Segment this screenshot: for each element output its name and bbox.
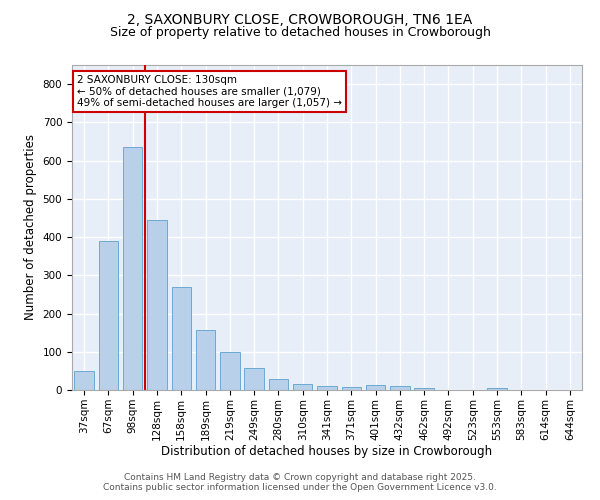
Bar bbox=[415, 388, 434, 390]
Bar bbox=[269, 378, 288, 390]
Bar bbox=[487, 388, 507, 390]
Bar bbox=[74, 371, 94, 390]
Bar bbox=[147, 220, 167, 390]
Bar bbox=[172, 287, 191, 390]
Text: 2 SAXONBURY CLOSE: 130sqm
← 50% of detached houses are smaller (1,079)
49% of se: 2 SAXONBURY CLOSE: 130sqm ← 50% of detac… bbox=[77, 74, 342, 108]
Y-axis label: Number of detached properties: Number of detached properties bbox=[24, 134, 37, 320]
Bar bbox=[293, 384, 313, 390]
Bar bbox=[341, 388, 361, 390]
Text: Contains HM Land Registry data © Crown copyright and database right 2025.
Contai: Contains HM Land Registry data © Crown c… bbox=[103, 473, 497, 492]
Text: Size of property relative to detached houses in Crowborough: Size of property relative to detached ho… bbox=[110, 26, 490, 39]
X-axis label: Distribution of detached houses by size in Crowborough: Distribution of detached houses by size … bbox=[161, 446, 493, 458]
Bar bbox=[366, 384, 385, 390]
Bar bbox=[99, 241, 118, 390]
Bar bbox=[317, 386, 337, 390]
Bar bbox=[196, 330, 215, 390]
Bar bbox=[123, 147, 142, 390]
Text: 2, SAXONBURY CLOSE, CROWBOROUGH, TN6 1EA: 2, SAXONBURY CLOSE, CROWBOROUGH, TN6 1EA bbox=[127, 12, 473, 26]
Bar bbox=[244, 368, 264, 390]
Bar bbox=[220, 352, 239, 390]
Bar bbox=[390, 386, 410, 390]
